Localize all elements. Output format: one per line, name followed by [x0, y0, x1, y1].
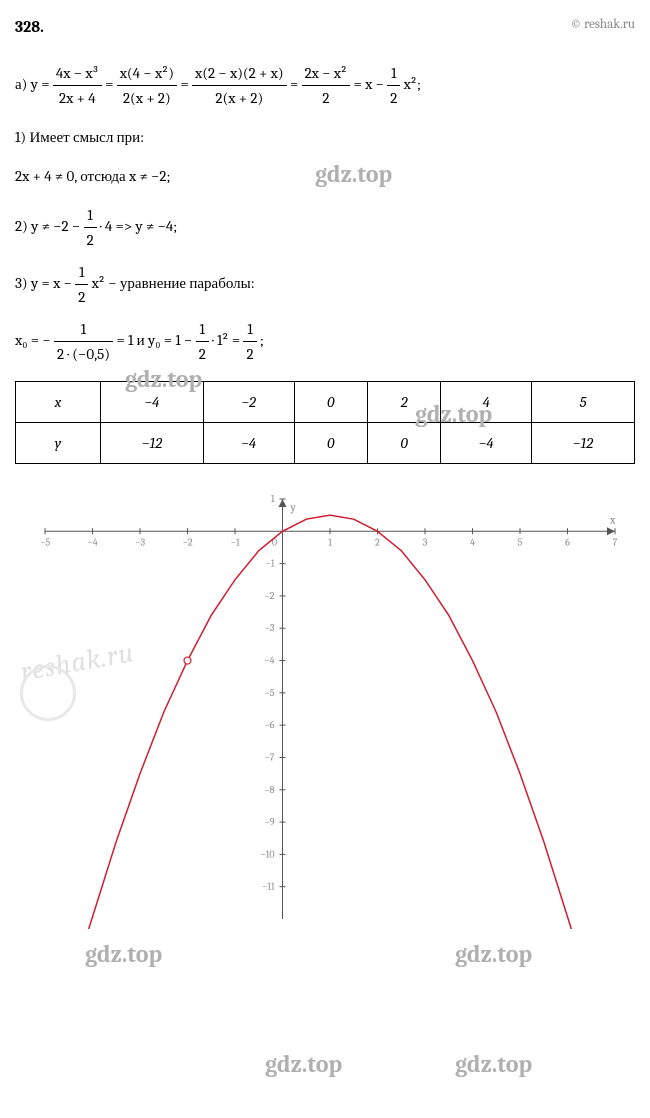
row-label: y: [16, 422, 101, 463]
step-1-label: 1) Имеет смысл при:: [15, 125, 635, 149]
step-2: 2) y ≠ −2 − 1 2 · 4 => y ≠ −4;: [15, 203, 635, 252]
step-2-frac: 1 2: [84, 203, 97, 252]
watermark: gdz.top: [455, 935, 532, 973]
eq: =: [105, 75, 113, 93]
table-cell: 5: [532, 381, 635, 422]
svg-text:x: x: [609, 513, 616, 526]
eq: =: [290, 75, 298, 93]
svg-text:−7: −7: [264, 751, 275, 763]
svg-text:−5: −5: [40, 536, 51, 548]
svg-text:y: y: [290, 501, 297, 514]
watermark: gdz.top: [415, 395, 492, 433]
svg-text:−4: −4: [87, 536, 98, 548]
watermark: gdz.top: [85, 935, 162, 973]
step-3-label: 3) y = x −: [15, 274, 72, 292]
svg-text:2: 2: [375, 536, 380, 548]
watermark: gdz.top: [315, 155, 392, 193]
problem-number: 328.: [15, 15, 44, 41]
vertex-end: ;: [260, 331, 264, 349]
svg-text:−8: −8: [264, 783, 275, 795]
svg-text:−4: −4: [264, 654, 275, 666]
svg-text:−3: −3: [264, 622, 275, 634]
watermark: gdz.top: [265, 1045, 342, 1083]
fraction-4: 2x − x² 2: [302, 61, 351, 110]
step-2-label: 2) y ≠ −2 −: [15, 217, 80, 235]
watermark: gdz.top: [125, 360, 202, 398]
svg-text:−2: −2: [264, 590, 275, 602]
table-cell: −4: [203, 422, 294, 463]
table-cell: −12: [532, 422, 635, 463]
svg-text:−6: −6: [264, 719, 275, 731]
svg-text:5: 5: [518, 536, 523, 548]
svg-text:1: 1: [271, 493, 275, 505]
row-label: x: [16, 381, 101, 422]
svg-text:1: 1: [328, 536, 332, 548]
table-cell: 0: [294, 381, 367, 422]
svg-text:3: 3: [423, 536, 428, 548]
values-table: x −4 −2 0 2 4 5 y −12 −4 0 0 −4 −12: [15, 381, 635, 464]
final-text: = x −: [353, 75, 383, 93]
table-cell: 0: [294, 422, 367, 463]
circle-watermark: [20, 665, 76, 721]
vertex-calc: x₀ = − 1 2 · (−0,5) = 1 и y₀ = 1 − 1 2 ·…: [15, 317, 635, 366]
main-equation: а) y = 4x − x³ 2x + 4 = x(4 − x²) 2(x + …: [15, 61, 635, 110]
svg-text:−11: −11: [262, 880, 275, 892]
vertex-frac-1: 1 2 · (−0,5): [54, 317, 113, 366]
fraction-2: x(4 − x²) 2(x + 2): [117, 61, 177, 110]
svg-text:−9: −9: [264, 816, 275, 828]
step-3-frac: 1 2: [75, 260, 88, 309]
fraction-3: x(2 − x)(2 + x) 2(x + 2): [192, 61, 287, 110]
content: 328. © reshak.ru а) y = 4x − x³ 2x + 4 =…: [15, 15, 635, 929]
svg-text:4: 4: [470, 536, 475, 548]
x0-label: x₀ = −: [15, 331, 51, 349]
svg-text:−5: −5: [264, 686, 275, 698]
eq: =: [180, 75, 188, 93]
svg-text:6: 6: [565, 536, 570, 548]
vertex-frac-2: 1 2: [196, 317, 209, 366]
svg-text:−3: −3: [135, 536, 146, 548]
y-eq: y =: [31, 75, 50, 93]
chart-svg: −5−4−3−2−1123456701−1−2−3−4−5−6−7−8−9−10…: [15, 489, 635, 929]
part-label: а): [15, 75, 27, 93]
svg-text:7: 7: [613, 536, 618, 548]
svg-text:−2: −2: [182, 536, 193, 548]
table-cell: −2: [203, 381, 294, 422]
step-3-mid: x² − уравнение параболы:: [92, 274, 255, 292]
svg-text:−1: −1: [265, 557, 275, 569]
copyright: © reshak.ru: [570, 15, 635, 41]
table-cell: −12: [101, 422, 204, 463]
vertex-mid-2: · 1² =: [212, 331, 240, 349]
step-3: 3) y = x − 1 2 x² − уравнение параболы:: [15, 260, 635, 309]
watermark: gdz.top: [455, 1045, 532, 1083]
table-row: x −4 −2 0 2 4 5: [16, 381, 635, 422]
svg-text:−10: −10: [260, 848, 274, 860]
fraction-5: 1 2: [387, 61, 400, 110]
table-row: y −12 −4 0 0 −4 −12: [16, 422, 635, 463]
final-text-2: x²;: [404, 75, 421, 93]
svg-text:−1: −1: [230, 536, 240, 548]
fraction-1: 4x − x³ 2x + 4: [53, 61, 102, 110]
header: 328. © reshak.ru: [15, 15, 635, 41]
vertex-frac-3: 1 2: [243, 317, 256, 366]
step-2-mid: · 4 => y ≠ −4;: [100, 217, 177, 235]
vertex-mid-1: = 1 и y₀ = 1 −: [116, 331, 192, 349]
parabola-chart: −5−4−3−2−1123456701−1−2−3−4−5−6−7−8−9−10…: [15, 489, 635, 929]
